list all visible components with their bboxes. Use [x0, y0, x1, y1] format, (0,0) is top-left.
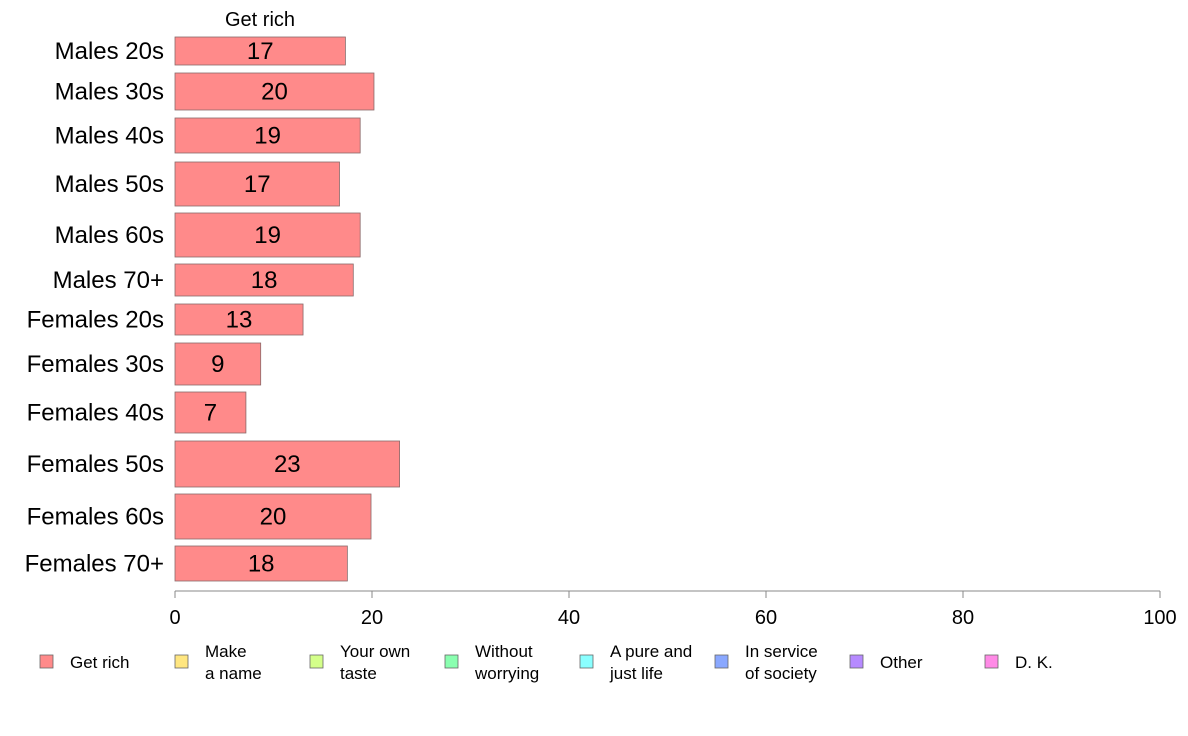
bar-value-label: 19 — [254, 123, 281, 150]
bar-value-label: 20 — [261, 79, 288, 106]
legend-swatch — [174, 654, 189, 669]
bar — [174, 342, 262, 386]
legend-item: Without worrying — [444, 642, 539, 683]
legend-label-line: taste — [340, 664, 377, 683]
category-label: Males 70+ — [53, 267, 164, 294]
legend-item: Get rich — [39, 653, 130, 672]
legend-item: D. K. — [984, 653, 1053, 672]
bars-group: 17 Males 20s 20 Males 30s 19 Males 40s 17 Males… — [25, 36, 400, 582]
bar-value-label: 23 — [274, 451, 301, 478]
x-tick-label: 20 — [361, 607, 383, 629]
legend-label-line: A pure and — [610, 642, 692, 661]
bar — [174, 303, 304, 336]
legend-swatch — [444, 654, 459, 669]
legend-item: Make a name — [174, 642, 262, 683]
legend-label: D. K. — [1015, 653, 1053, 672]
bar-value-label: 19 — [254, 222, 281, 249]
bar — [174, 263, 354, 297]
bar-value-label: 13 — [226, 307, 253, 334]
x-tick-label: 80 — [952, 607, 974, 629]
bar-value-label: 7 — [204, 400, 217, 427]
legend-label-line: worrying — [474, 664, 539, 683]
legend-item: Your own taste — [309, 642, 410, 683]
category-label: Males 30s — [55, 79, 164, 106]
category-label: Males 60s — [55, 222, 164, 249]
legend-label-line: Make — [205, 642, 247, 661]
category-label: Females 20s — [27, 307, 164, 334]
legend-label-line: of society — [745, 664, 817, 683]
legend-label-line: In service — [745, 642, 818, 661]
bar-value-label: 18 — [251, 267, 278, 294]
category-label: Males 20s — [55, 38, 164, 65]
x-axis: 0 20 40 60 80 100 — [169, 590, 1177, 629]
category-label: Females 50s — [27, 451, 164, 478]
bar — [174, 117, 361, 154]
category-label: Females 30s — [27, 351, 164, 378]
category-label: Females 70+ — [25, 551, 164, 578]
category-label: Females 40s — [27, 400, 164, 427]
legend-label: Other — [880, 653, 923, 672]
category-label: Males 50s — [55, 171, 164, 198]
legend-item: A pure and just life — [579, 642, 692, 683]
bar — [174, 391, 247, 434]
legend-label-line: Without — [475, 642, 533, 661]
x-tick-label: 40 — [558, 607, 580, 629]
bar-value-label: 9 — [211, 351, 224, 378]
legend-item: In service of society — [714, 642, 818, 683]
x-tick-label: 60 — [755, 607, 777, 629]
x-tick-label: 100 — [1143, 607, 1176, 629]
legend-item: Other — [849, 653, 923, 672]
legend: Get rich Make a name Your own taste Without wo… — [39, 642, 1053, 683]
category-label: Males 40s — [55, 123, 164, 150]
bar — [174, 36, 346, 66]
bar-value-label: 18 — [248, 551, 275, 578]
legend-swatch — [714, 654, 729, 669]
x-tick-label: 0 — [169, 607, 180, 629]
bar-value-label: 17 — [244, 171, 271, 198]
legend-label-line: just life — [609, 664, 663, 683]
chart-title: Get rich — [225, 9, 295, 31]
bar — [174, 545, 348, 582]
bar-value-label: 20 — [260, 504, 287, 531]
legend-label-line: a name — [205, 664, 262, 683]
bar — [174, 72, 375, 111]
legend-label-line: Your own — [340, 642, 410, 661]
legend-label: Get rich — [70, 653, 130, 672]
bar — [174, 161, 340, 207]
legend-swatch — [849, 654, 864, 669]
category-label: Females 60s — [27, 504, 164, 531]
bar — [174, 212, 361, 258]
legend-swatch — [309, 654, 324, 669]
legend-swatch — [39, 654, 54, 669]
bar — [174, 493, 372, 540]
legend-swatch — [984, 654, 999, 669]
legend-swatch — [579, 654, 594, 669]
bar — [174, 440, 400, 488]
bar-value-label: 17 — [247, 38, 274, 65]
